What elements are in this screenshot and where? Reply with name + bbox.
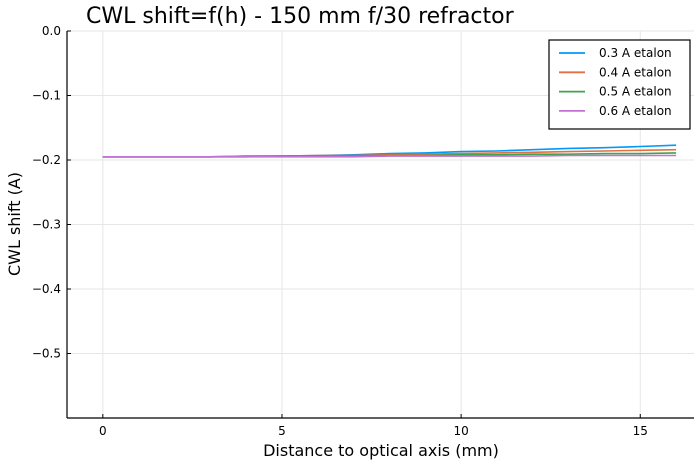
x-tick-label-1: 5 xyxy=(278,424,286,438)
legend-label-1: 0.4 A etalon xyxy=(599,65,672,79)
series-lines xyxy=(102,144,677,158)
ticks: 0 5 10 15 0.0 −0.1 −0.2 −0.3 −0.4 −0.5 xyxy=(32,24,648,438)
legend-box xyxy=(548,39,691,130)
legend-label-2: 0.5 A etalon xyxy=(599,85,672,99)
y-tick-label-3: −0.3 xyxy=(32,218,61,232)
y-axis-label: CWL shift (A) xyxy=(5,172,24,276)
y-tick-label-0: 0.0 xyxy=(42,24,61,38)
x-tick-label-3: 15 xyxy=(633,424,648,438)
grid xyxy=(67,30,694,418)
x-tick-label-2: 10 xyxy=(453,424,468,438)
y-tick-label-1: −0.1 xyxy=(32,89,61,103)
y-tick-label-2: −0.2 xyxy=(32,153,61,167)
chart-title: CWL shift=f(h) - 150 mm f/30 refractor xyxy=(86,4,515,29)
y-tick-label-5: −0.5 xyxy=(32,347,61,361)
legend-label-0: 0.3 A etalon xyxy=(599,46,672,60)
legend: 0.3 A etalon 0.4 A etalon 0.5 A etalon 0.6 … xyxy=(548,39,691,130)
x-tick-label-0: 0 xyxy=(99,424,107,438)
legend-label-3: 0.6 A etalon xyxy=(599,104,672,118)
y-tick-label-4: −0.4 xyxy=(32,282,61,296)
x-axis-label: Distance to optical axis (mm) xyxy=(263,441,499,460)
series-line-3 xyxy=(102,154,677,158)
